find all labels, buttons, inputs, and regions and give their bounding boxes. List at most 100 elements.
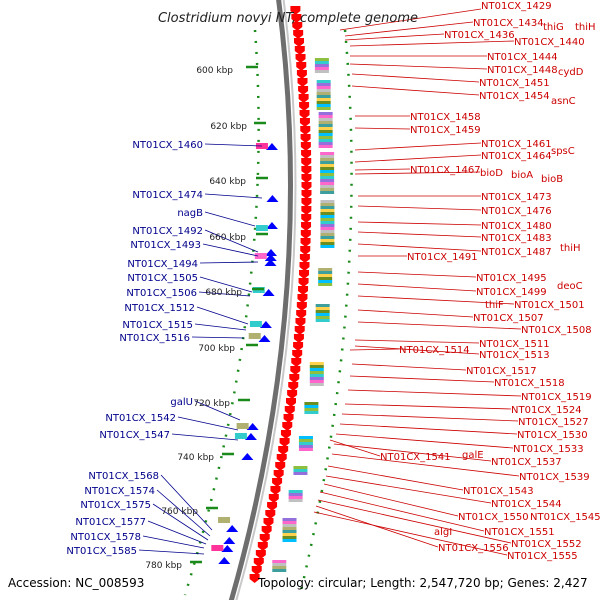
gene-label: NT01CX_1444 (487, 52, 558, 63)
left-gene-labels: NT01CX_1460 NT01CX_1474 nagB NT01CX_1492… (66, 140, 203, 557)
forward-gene-arrow (255, 550, 266, 559)
gene-label: NT01CX_1547 (99, 430, 170, 441)
label-connector (354, 168, 411, 171)
forward-gene-arrow (300, 238, 311, 247)
forward-gene-arrow (267, 502, 278, 511)
cog-category-block (320, 209, 335, 212)
forward-gene-arrow (297, 294, 308, 303)
label-connector (357, 321, 522, 330)
label-connector (329, 439, 381, 457)
forward-gene-arrow (270, 486, 281, 495)
gene-label: NT01CX_1511 (479, 339, 550, 350)
cog-category-block (318, 136, 333, 139)
gene-label: NT01CX_1454 (479, 91, 550, 102)
reverse-gene-arrow (244, 433, 257, 440)
cog-category-block (318, 112, 333, 115)
cog-category-block (316, 95, 331, 98)
cog-category-block (304, 408, 319, 411)
label-connector (354, 171, 481, 175)
forward-gene-arrow (279, 438, 290, 447)
cog-category-block (315, 310, 330, 313)
label-connector (198, 291, 251, 297)
cog-category-block (318, 271, 333, 274)
cog-category-block (218, 517, 231, 523)
forward-gene-arrow (251, 566, 262, 575)
cog-category-block (320, 224, 335, 227)
cog-category-block (320, 206, 335, 209)
cog-category-block (255, 225, 268, 231)
cog-category-block (320, 158, 335, 161)
label-connector (160, 474, 213, 531)
label-connector (194, 400, 241, 421)
forward-gene-arrow (301, 198, 312, 207)
reverse-gene-arrow (266, 195, 279, 202)
label-connectors (138, 8, 522, 556)
gene-label: NT01CX_1514 (399, 345, 470, 356)
gene-label: NT01CX_1541 (380, 452, 451, 463)
gene-label: galE (462, 450, 484, 461)
gene-label: NT01CX_1519 (521, 392, 592, 403)
label-connector (354, 127, 411, 130)
forward-gene-arrow (278, 446, 289, 455)
forward-gene-arrow (298, 94, 309, 103)
cog-category-block (282, 533, 297, 536)
cog-category-block (318, 124, 333, 127)
cog-category-block (293, 466, 308, 469)
forward-gene-arrow (296, 70, 307, 79)
gene-label: NT01CX_1499 (476, 287, 547, 298)
reverse-gene-arrow (218, 557, 231, 564)
cog-category-block (304, 402, 319, 405)
cog-category-block (320, 173, 335, 176)
cog-category-block (320, 185, 335, 188)
kbp-label: 600 kbp (196, 66, 233, 76)
cog-category-block (320, 164, 335, 167)
gene-label: NT01CX_1518 (494, 378, 565, 389)
label-connector (357, 205, 482, 211)
tick-track-right (298, 29, 353, 596)
cog-category-block (249, 321, 262, 327)
cog-category-block (316, 107, 331, 110)
label-connector (138, 549, 205, 555)
forward-gene-arrow (273, 470, 284, 479)
reverse-gene-arrow (221, 545, 234, 552)
forward-gene-arrow (301, 190, 312, 199)
gene-label: NT01CX_1545 (530, 512, 600, 523)
kbp-label: 760 kbp (161, 507, 198, 517)
forward-gene-arrow (287, 390, 298, 399)
gene-label: thiH (560, 243, 581, 254)
label-connector (357, 309, 474, 318)
gene-label: NT01CX_1480 (481, 221, 552, 232)
gene-label: NT01CX_1551 (484, 527, 555, 538)
forward-gene-arrow (301, 158, 312, 167)
cog-category-block (320, 179, 335, 182)
gene-label: NT01CX_1515 (122, 320, 193, 331)
cog-category-block (318, 145, 333, 148)
forward-gene-arrow (301, 222, 312, 231)
kbp-label: 720 kbp (193, 399, 230, 409)
label-connector (354, 154, 482, 163)
forward-gene-arrow (253, 558, 264, 567)
label-connector (177, 416, 239, 431)
gene-label: NT01CX_1542 (105, 413, 176, 424)
cog-category-block (315, 319, 330, 322)
cog-category-block (309, 383, 324, 386)
forward-gene-arrow (295, 54, 306, 63)
gene-label: NT01CX_1493 (130, 240, 201, 251)
gene-label: NT01CX_1537 (491, 457, 562, 468)
cog-category-block (272, 563, 287, 566)
forward-gene-arrow (290, 6, 301, 15)
cog-category-block (248, 333, 261, 339)
label-connector (142, 535, 205, 549)
cog-category-block (282, 524, 297, 527)
gene-label: NT01CX_1544 (491, 499, 562, 510)
cog-category-block (309, 377, 324, 380)
gene-label: NT01CX_1476 (481, 206, 552, 217)
cog-category-block (316, 83, 331, 86)
gene-label: NT01CX_1451 (479, 78, 550, 89)
cog-category-block (316, 92, 331, 95)
reverse-gene-arrow (259, 321, 272, 328)
forward-gene-arrow (299, 102, 310, 111)
forward-gene-arrow (295, 318, 306, 327)
cog-category-block (314, 70, 329, 73)
